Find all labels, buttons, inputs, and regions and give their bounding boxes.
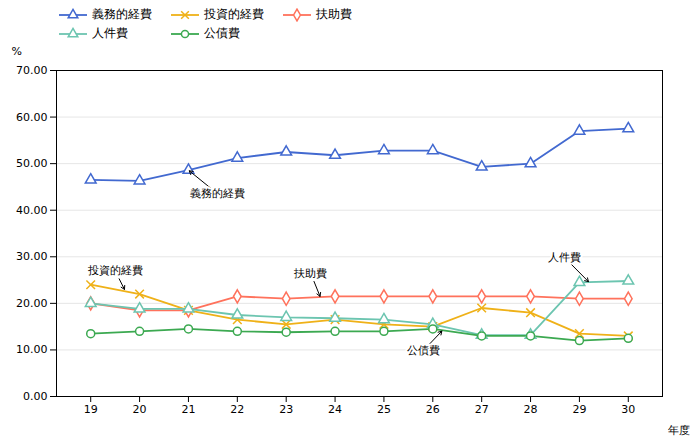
svg-text:0.00: 0.00	[23, 390, 48, 403]
svg-text:22: 22	[230, 403, 244, 416]
svg-text:公債費: 公債費	[407, 344, 440, 357]
svg-text:扶助費: 扶助費	[293, 267, 327, 280]
svg-text:70.00: 70.00	[16, 64, 48, 77]
svg-text:23: 23	[279, 403, 293, 416]
svg-text:年度: 年度	[668, 424, 690, 437]
svg-text:20: 20	[133, 403, 147, 416]
svg-text:義務的経費: 義務的経費	[190, 187, 245, 200]
html-text:公債費: 公債費	[204, 26, 240, 40]
svg-text:30: 30	[621, 403, 635, 416]
html-text:扶助費: 扶助費	[316, 7, 352, 21]
svg-text:24: 24	[328, 403, 342, 416]
svg-text:50.00: 50.00	[16, 157, 48, 170]
svg-text:27: 27	[475, 403, 489, 416]
html-text:人件費: 人件費	[92, 26, 128, 40]
svg-text:21: 21	[181, 403, 195, 416]
svg-text:19: 19	[84, 403, 98, 416]
svg-text:30.00: 30.00	[16, 250, 48, 263]
svg-text:%: %	[12, 45, 22, 58]
svg-text:人件費: 人件費	[548, 251, 581, 264]
svg-text:投資的経費: 投資的経費	[87, 264, 143, 277]
svg-text:25: 25	[377, 403, 391, 416]
svg-text:26: 26	[426, 403, 440, 416]
svg-text:28: 28	[524, 403, 538, 416]
svg-text:60.00: 60.00	[16, 111, 48, 124]
html-text:投資的経費: 投資的経費	[204, 7, 264, 21]
svg-text:29: 29	[572, 403, 586, 416]
svg-text:10.00: 10.00	[16, 343, 48, 356]
svg-text:20.00: 20.00	[16, 297, 48, 310]
html-text:義務的経費: 義務的経費	[92, 7, 152, 21]
svg-text:40.00: 40.00	[16, 204, 48, 217]
